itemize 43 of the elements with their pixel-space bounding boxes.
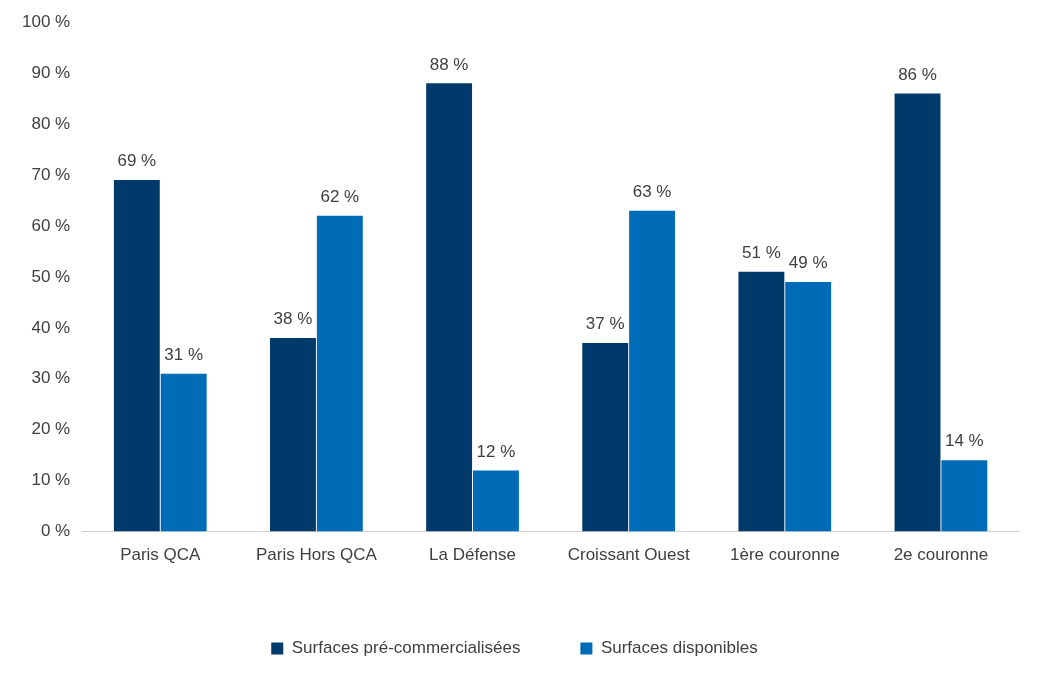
y-tick-label: 30 % <box>31 368 71 388</box>
data-label: 69 % <box>117 151 157 171</box>
data-label: 14 % <box>944 431 984 451</box>
data-label: 63 % <box>632 181 672 201</box>
data-label: 62 % <box>320 186 360 206</box>
data-label: 86 % <box>898 64 937 84</box>
data-label: 12 % <box>476 441 516 461</box>
y-tick-label: 100 % <box>22 11 71 31</box>
x-tick-label: La Défense <box>429 545 517 565</box>
bar <box>316 215 363 532</box>
legend-label: Surfaces disponibles <box>600 638 758 658</box>
y-tick-label: 80 % <box>31 113 71 133</box>
data-label: 38 % <box>273 309 313 329</box>
bar <box>785 281 832 532</box>
bar <box>270 338 316 532</box>
bar <box>894 93 941 532</box>
data-label: 88 % <box>429 54 469 74</box>
bar <box>629 210 676 532</box>
data-label: 49 % <box>788 253 828 273</box>
y-tick-label: 60 % <box>31 215 71 235</box>
y-tick-label: 10 % <box>31 470 71 490</box>
bar <box>473 470 519 532</box>
x-tick-label: Paris QCA <box>120 545 202 565</box>
bar <box>426 83 473 532</box>
y-tick-label: 20 % <box>31 419 71 439</box>
bar <box>582 343 629 532</box>
x-tick-label: 2e couronne <box>893 545 989 565</box>
data-label: 31 % <box>164 344 204 364</box>
x-tick-label: Paris Hors QCA <box>255 545 378 565</box>
x-tick-label: Croissant Ouest <box>567 545 690 565</box>
data-label: 37 % <box>585 314 625 334</box>
y-tick-label: 0 % <box>40 521 71 541</box>
bar <box>113 180 160 532</box>
y-tick-label: 40 % <box>31 317 71 337</box>
bar <box>160 373 207 532</box>
bar <box>738 271 785 532</box>
y-tick-label: 70 % <box>31 164 71 184</box>
bar <box>941 460 988 532</box>
y-tick-label: 90 % <box>31 62 71 82</box>
x-tick-label: 1ère couronne <box>729 545 840 565</box>
data-label: 51 % <box>742 242 781 262</box>
legend-label: Surfaces pré-commercialisées <box>291 638 521 658</box>
y-tick-label: 50 % <box>31 266 71 286</box>
